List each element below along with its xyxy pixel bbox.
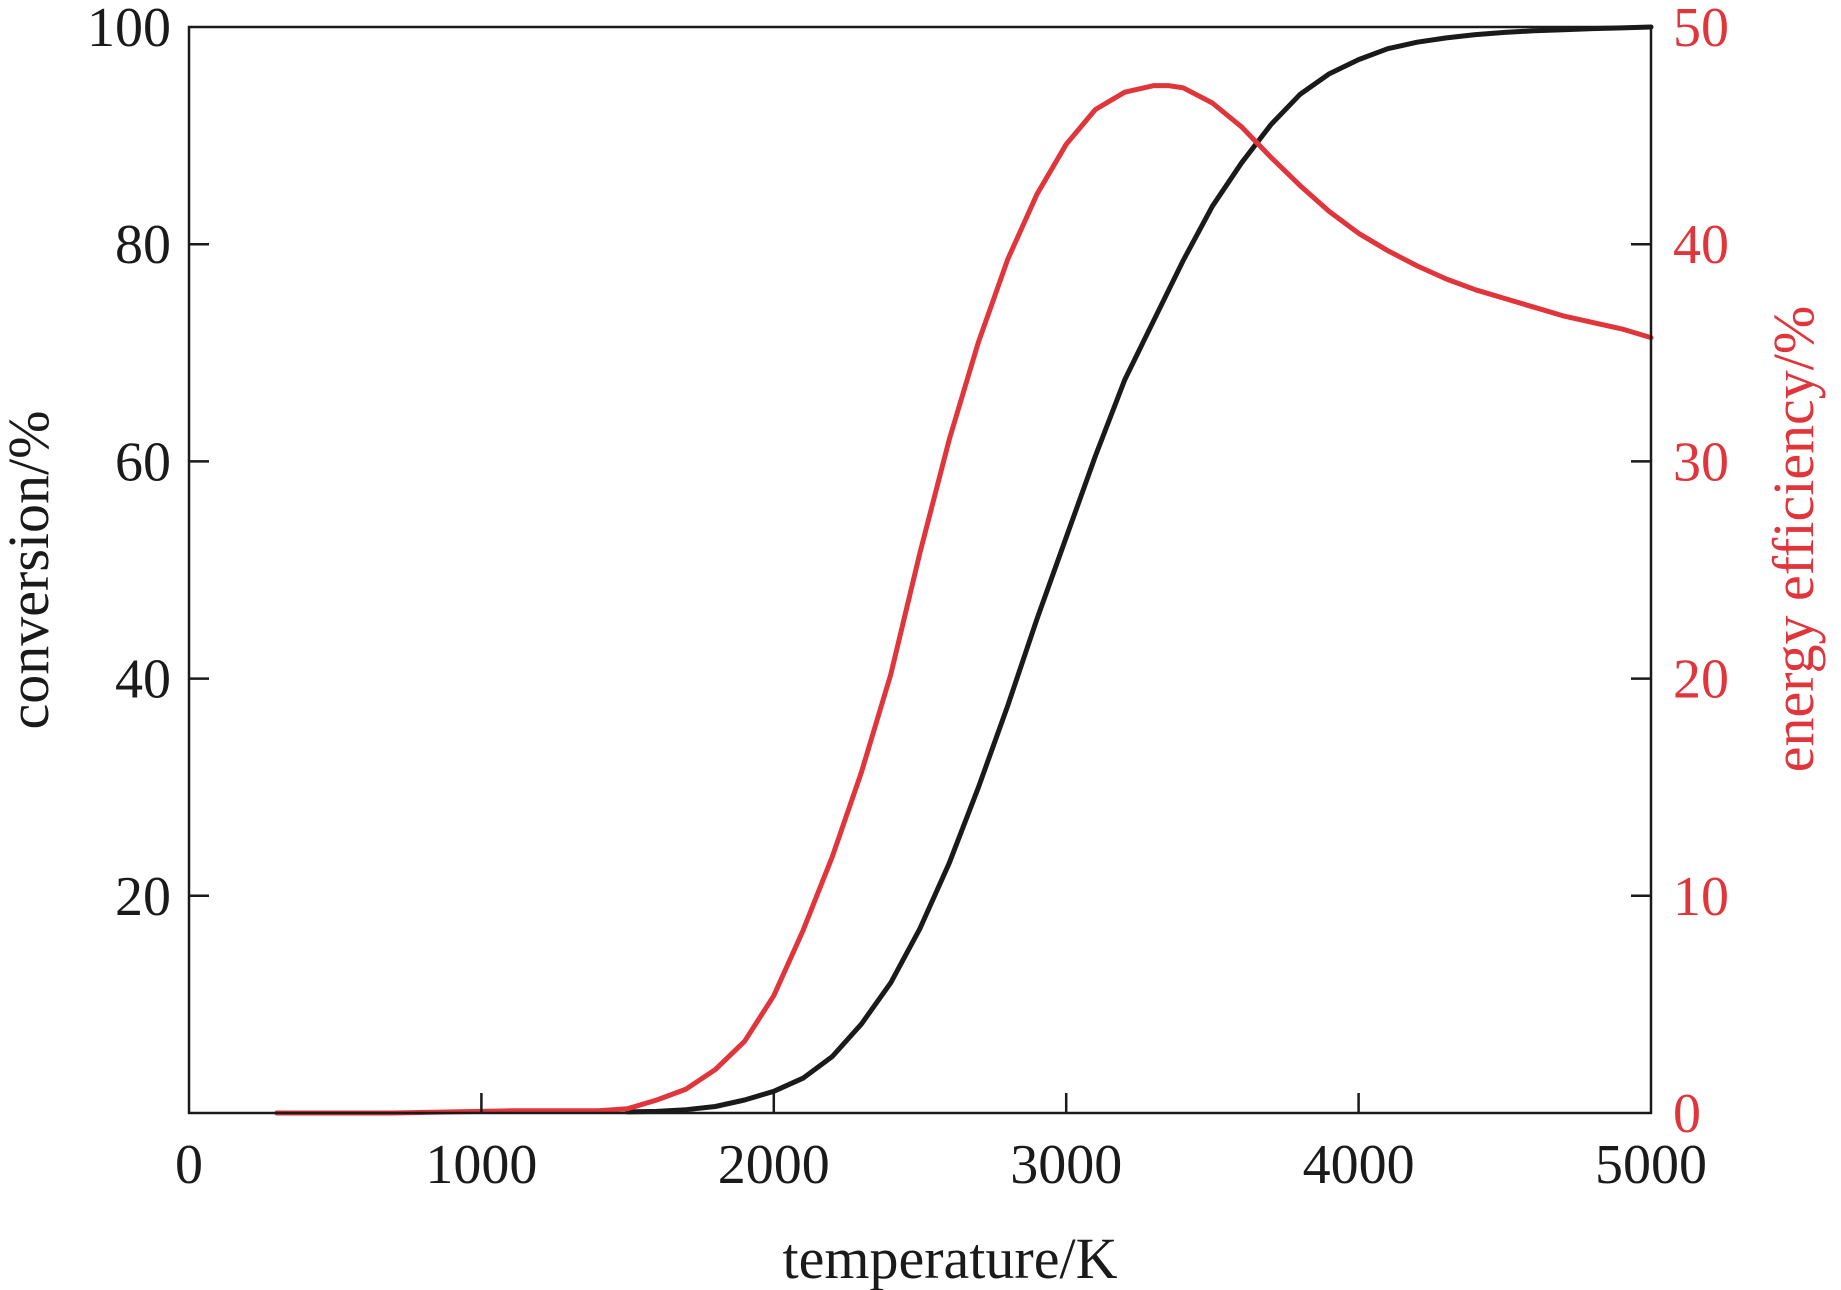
plot-frame [187,25,1653,1115]
x-tick-label: 5000 [1595,1134,1707,1196]
y-right-tick-label: 50 [1673,0,1729,59]
x-tick-label: 0 [175,1134,203,1196]
x-axis-title: temperature/K [783,1226,1118,1290]
y-left-tick-label: 20 [115,866,171,928]
y-left-axis-title: conversion/% [0,411,61,730]
series-layer [274,24,1654,1116]
x-tick-label: 3000 [1010,1134,1122,1196]
series-line-energy-efficiency [274,83,1654,1116]
y-right-axis-title: energy efficiency/% [1761,306,1826,772]
y-left-tick-label: 40 [115,649,171,711]
y-right-tick-label: 30 [1673,431,1729,493]
y-left-tick-label: 60 [115,431,171,493]
x-tick-label: 2000 [718,1134,830,1196]
axes-layer: 0 1000 2000 3000 4000 50002040608010001020304… [87,0,1729,1196]
series-line-conversion [625,24,1654,1115]
x-tick-label: 1000 [425,1134,537,1196]
y-right-tick-label: 10 [1673,866,1729,928]
y-right-tick-label: 0 [1673,1083,1701,1145]
y-right-tick-label: 40 [1673,214,1729,276]
y-left-tick-label: 100 [87,0,171,59]
y-right-tick-label: 20 [1673,649,1729,711]
x-tick-label: 4000 [1303,1134,1415,1196]
y-left-tick-label: 80 [115,214,171,276]
